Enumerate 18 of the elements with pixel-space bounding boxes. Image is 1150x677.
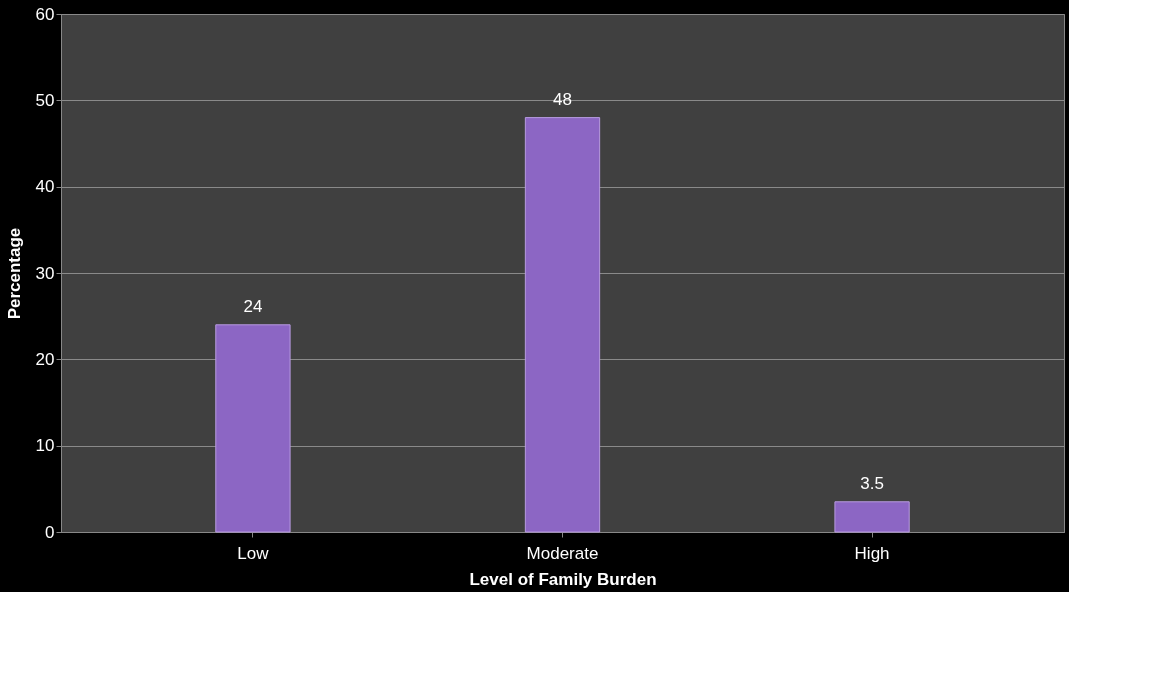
data-label: 24	[243, 296, 263, 316]
x-axis-title: Level of Family Burden	[469, 569, 657, 589]
x-tick-label: Moderate	[526, 543, 599, 563]
y-tick-label: 10	[35, 436, 55, 456]
y-tick-label: 20	[35, 349, 55, 369]
x-tick-label: Low	[237, 543, 270, 563]
x-tick-label: High	[854, 543, 890, 563]
y-tick-label: 50	[35, 90, 55, 110]
y-tick-label: 40	[35, 177, 55, 197]
bar	[215, 324, 291, 533]
y-axis-title: Percentage	[4, 227, 24, 320]
bar	[524, 117, 601, 533]
y-tick-label: 0	[45, 522, 55, 542]
bar	[834, 501, 910, 533]
data-label: 48	[553, 89, 572, 109]
data-label: 3.5	[860, 473, 884, 493]
y-tick-label: 30	[35, 263, 55, 283]
y-tick-label: 60	[35, 4, 55, 24]
